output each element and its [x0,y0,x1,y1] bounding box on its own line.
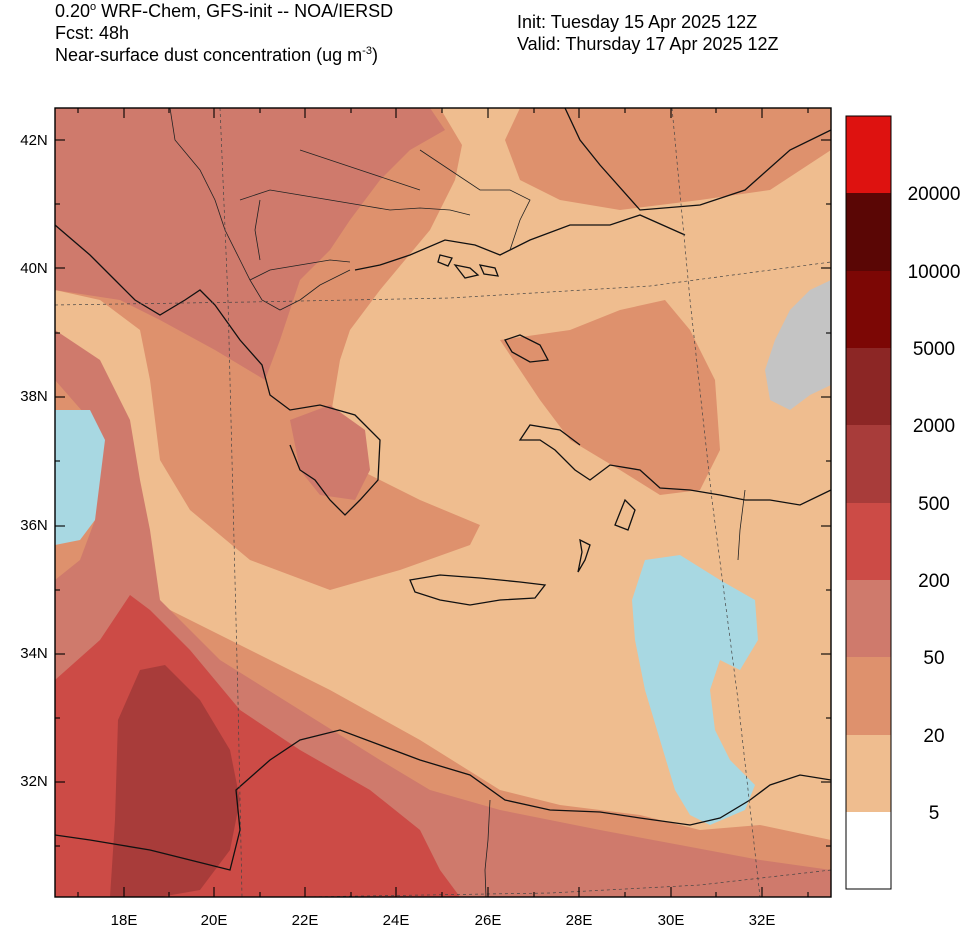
lon-label: 24E [383,912,410,929]
graticule [55,108,831,897]
lon-label: 30E [658,912,685,929]
low-dust-area-west [55,410,105,545]
variable-title: Near-surface dust concentration (ug m-3) [55,45,378,65]
longitude-labels: 18E 20E 22E 24E 26E 28E 30E 32E [111,912,776,929]
lat-label: 36N [20,517,48,534]
colorbar-label: 500 [918,494,950,515]
lon-label: 18E [111,912,138,929]
colorbar-swatch-20-50 [846,657,891,735]
forecast-hour: Fcst: 48h [55,23,130,43]
axis-ticks [55,108,831,897]
dust-field-50-200-balkans [55,108,445,380]
colorbar-label: 5000 [913,339,955,360]
init-time: Init: Tuesday 15 Apr 2025 12Z [517,12,758,32]
lon-label: 20E [201,912,228,929]
country-borders [169,108,746,897]
lon-label: 32E [749,912,776,929]
lat-label: 32N [20,773,48,790]
colorbar-swatch-gt20000 [846,116,891,193]
lat-label: 38N [20,388,48,405]
colorbar-swatch-lt5 [846,812,891,889]
map-frame [54,107,832,898]
colorbar-swatch-5000-10000 [846,271,891,348]
colorbar-swatch-500-2000 [846,425,891,503]
lon-label: 22E [292,912,319,929]
dust-field-20-50-north [505,108,831,210]
valid-time: Valid: Thursday 17 Apr 2025 12Z [517,34,779,54]
colorbar-label: 200 [918,571,950,592]
lat-label: 34N [20,645,48,662]
lat-label: 40N [20,260,48,277]
colorbar-label: 50 [923,648,944,669]
colorbar-label: 20 [923,726,944,747]
missing-data-area [765,280,831,410]
colorbar-label: 2000 [913,416,955,437]
colorbar-label: 10000 [908,262,961,283]
colorbar-frame [845,115,892,890]
lon-label: 26E [475,912,502,929]
colorbar-swatch-50-200 [846,580,891,657]
coastlines [55,108,831,871]
header-right: Init: Tuesday 15 Apr 2025 12Z Valid: Thu… [517,11,779,55]
colorbar-swatch-200-500 [846,503,891,580]
colorbar-label: 5 [929,803,940,824]
map-field [55,108,831,897]
header-left: 0.20o WRF-Chem, GFS-init -- NOA/IERSD Fc… [55,0,393,66]
dust-field-500-2000 [110,665,240,897]
low-dust-area-east-med [632,555,758,825]
lon-label: 28E [566,912,593,929]
colorbar-swatch-2000-5000 [846,348,891,425]
colorbar: 20000 10000 5000 2000 500 200 50 20 5 [845,115,961,890]
model-title: 0.20o WRF-Chem, GFS-init -- NOA/IERSD [55,1,394,21]
dust-field-20-50-anatolia [500,300,720,495]
colorbar-swatch-5-20 [846,735,891,812]
lat-label: 42N [20,132,48,149]
colorbar-label: 20000 [908,184,961,205]
latitude-labels: 42N 40N 38N 36N 34N 32N [20,132,48,790]
colorbar-swatch-10000-20000 [846,193,891,271]
